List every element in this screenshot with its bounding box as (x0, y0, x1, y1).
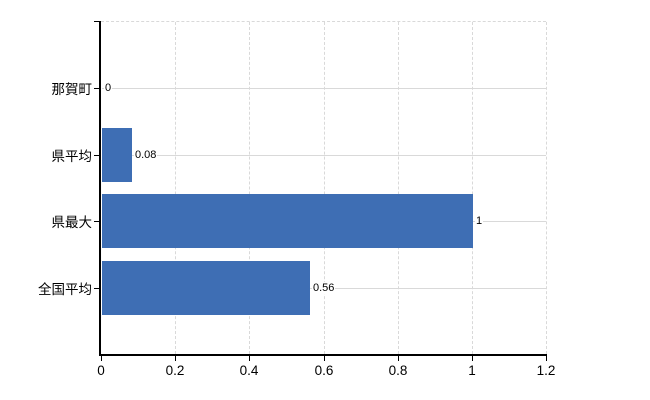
bar (102, 194, 473, 248)
x-axis-tick (472, 356, 473, 361)
x-axis-line (99, 354, 547, 356)
horizontal-gridline (102, 155, 546, 156)
x-axis-tick (249, 356, 250, 361)
x-axis-tick-label: 0.2 (165, 363, 185, 378)
x-axis-tick (546, 356, 547, 361)
x-axis-tick-label: 1.2 (536, 363, 556, 378)
vertical-gridline (472, 22, 473, 354)
vertical-gridline (546, 22, 547, 354)
bar-value-label: 0.56 (312, 282, 336, 294)
x-axis-tick-label: 1 (468, 363, 476, 378)
x-axis-tick-label: 0 (97, 363, 105, 378)
bar-value-label: 0 (104, 82, 113, 94)
vertical-gridline (249, 22, 250, 354)
category-label: 那賀町 (51, 82, 93, 97)
x-axis-tick-label: 0.4 (239, 363, 259, 378)
x-axis-tick (101, 356, 102, 361)
category-label: 県最大 (51, 215, 93, 230)
horizontal-gridline (102, 88, 546, 89)
bar-value-label: 1 (475, 215, 484, 227)
y-axis-line (99, 21, 101, 356)
plot-top-border (101, 21, 546, 22)
y-axis-tick (94, 88, 101, 89)
bar (102, 128, 132, 182)
x-axis-tick-label: 0.6 (314, 363, 334, 378)
bar (102, 261, 310, 315)
x-axis-tick-label: 0.8 (388, 363, 408, 378)
y-axis-top-tick (94, 21, 101, 22)
x-axis-tick (175, 356, 176, 361)
y-axis-tick (94, 155, 101, 156)
category-label: 全国平均 (38, 282, 92, 297)
vertical-gridline (175, 22, 176, 354)
x-axis-tick (324, 356, 325, 361)
vertical-gridline (398, 22, 399, 354)
x-axis-tick (398, 356, 399, 361)
y-axis-tick (94, 288, 101, 289)
bar-value-label: 0.08 (134, 149, 158, 161)
vertical-gridline (324, 22, 325, 354)
y-axis-tick (94, 221, 101, 222)
category-label: 県平均 (51, 149, 93, 164)
